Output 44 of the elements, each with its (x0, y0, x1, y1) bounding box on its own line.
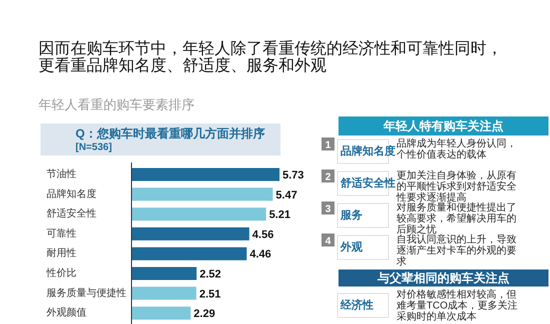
text: [N=536] (76, 142, 112, 153)
text: 对服务质量和便捷性提出了较高要求，希望解决用车的后顾之忧 (396, 202, 516, 236)
text: 经济性 (340, 298, 374, 312)
data-label: 4.56 (252, 228, 274, 241)
y-tick-label: 可靠性 (46, 227, 76, 240)
text: 品牌知名度 (340, 144, 396, 158)
text: 品牌成为年轻人身份认同，个性价值表达的载体 (396, 138, 516, 160)
data-label: 5.73 (282, 170, 304, 182)
bar (132, 247, 247, 260)
text: 1 (325, 140, 332, 151)
bar (132, 306, 191, 320)
chart-subtitle: 年轻人看重的购车要素排序 (38, 97, 194, 112)
chart-title: 因而在购车环节中，年轻人除了看重传统的经济性和可靠性同时，更看重品牌知名度、舒适度、服务和外观 (38, 40, 502, 74)
text: 服务 (340, 208, 362, 222)
y-tick-label: 外观颜值 (46, 306, 86, 319)
text: 对价格敏感性相对较高，但难考量TCO成本，更多关注采购时的单次成本 (396, 288, 518, 322)
data-label: 4.46 (250, 248, 272, 261)
text: 舒适安全性 (340, 176, 396, 190)
bar (132, 208, 266, 221)
bar (132, 188, 273, 201)
y-tick-label: 舒适安全性 (46, 208, 96, 220)
y-tick-label: 品牌知名度 (46, 188, 96, 200)
bar (132, 168, 280, 181)
text: 与父辈相同的购车关注点 (376, 271, 510, 285)
text: Q：您购车时最看重哪几方面并排序 (76, 126, 265, 140)
y-tick-label: 服务质量与便捷性 (46, 286, 126, 299)
data-label: 5.21 (269, 209, 290, 222)
bar (132, 267, 197, 280)
y-tick-label: 耐用性 (46, 247, 76, 260)
y-tick-label: 性价比 (46, 267, 76, 279)
data-label: 2.29 (194, 308, 216, 320)
text: 年轻人特有购车关注点 (382, 119, 504, 133)
text: 2 (325, 172, 332, 183)
data-label: 5.47 (276, 189, 298, 202)
text: 外观 (340, 240, 364, 254)
text: 3 (325, 204, 332, 215)
y-tick-label: 节油性 (46, 168, 76, 180)
bar (132, 286, 196, 300)
bar (132, 227, 250, 240)
data-label: 2.51 (199, 288, 221, 300)
text: 更加关注自身体验，从原有的平顺性诉求到对舒适安全性要求逐渐提高 (396, 170, 516, 204)
text: 4 (325, 236, 332, 247)
text: 自我认同意识的上升，导致逐渐产生对卡车的外观的要求 (396, 234, 516, 268)
data-label: 2.52 (200, 268, 222, 280)
